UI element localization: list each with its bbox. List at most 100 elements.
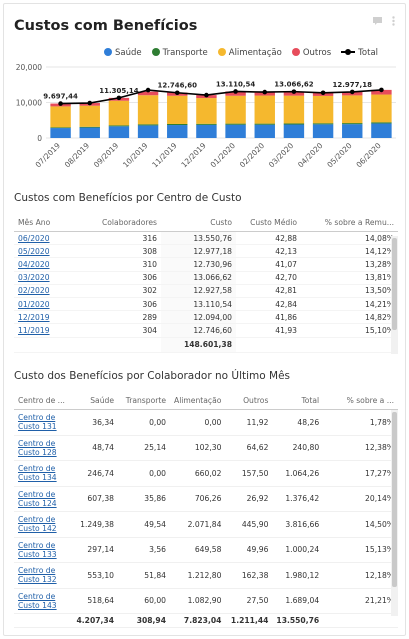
table1-scrollbar[interactable] bbox=[391, 236, 398, 354]
data-label: 13.110,54 bbox=[216, 80, 256, 88]
cell: 42,70 bbox=[236, 271, 301, 285]
col-header[interactable]: % sobre a ... bbox=[323, 392, 398, 410]
table-total-row: 4.207,34 308,94 7.823,04 1.211,44 13.550,76 bbox=[14, 613, 398, 628]
table-row: Centro de Custo 128 48,74 25,14 102,30 64,62… bbox=[14, 435, 398, 461]
month-link[interactable]: 05/2020 bbox=[18, 246, 50, 256]
cell: 306 bbox=[76, 297, 161, 312]
cell: 518,64 bbox=[70, 588, 118, 614]
col-header[interactable]: Total bbox=[272, 392, 324, 410]
col-header[interactable]: Custo Médio bbox=[236, 214, 301, 232]
chart-legend: Saúde Transporte Alimentação Outros Tota… bbox=[104, 48, 378, 58]
cell: 12,38% bbox=[323, 435, 398, 461]
more-options-icon[interactable] bbox=[392, 16, 395, 29]
cell: 42,88 bbox=[236, 231, 301, 246]
cell: 51,84 bbox=[118, 562, 170, 589]
cell: 0,00 bbox=[170, 409, 226, 436]
x-tick-label: 08/2019 bbox=[63, 141, 92, 170]
col-header[interactable]: Colaboradores bbox=[76, 214, 161, 232]
legend-label: Saúde bbox=[115, 48, 142, 58]
month-link[interactable]: 01/2020 bbox=[18, 299, 50, 309]
cell: 15,13% bbox=[323, 537, 398, 563]
table2-scrollbar[interactable] bbox=[391, 410, 398, 616]
cell: 3,56 bbox=[118, 537, 170, 563]
cell: 13,28% bbox=[301, 257, 398, 272]
cell: 17,27% bbox=[323, 460, 398, 487]
cost-center-link[interactable]: Centro de Custo 142 bbox=[18, 515, 57, 534]
legend-item-total[interactable]: Total bbox=[341, 48, 378, 58]
total-point bbox=[291, 89, 297, 94]
legend-item-transporte[interactable]: Transporte bbox=[151, 48, 208, 58]
bar-segment bbox=[108, 125, 130, 127]
bar-segment bbox=[196, 124, 217, 138]
legend-item-outros[interactable]: Outros bbox=[291, 48, 331, 58]
bar-segment bbox=[254, 124, 275, 138]
cost-center-link[interactable]: Centro de Custo 133 bbox=[18, 540, 57, 559]
month-link[interactable]: 06/2020 bbox=[18, 233, 50, 243]
month-link[interactable]: 03/2020 bbox=[18, 273, 50, 283]
cell: 1.000,24 bbox=[272, 537, 324, 563]
comment-icon[interactable] bbox=[372, 16, 387, 29]
table-row: 05/2020 308 12.977,18 42,13 14,12% bbox=[14, 244, 398, 259]
cell: 308 bbox=[76, 244, 161, 259]
cell: 14,82% bbox=[301, 310, 398, 325]
cell: 0,00 bbox=[118, 409, 170, 436]
bar-segment bbox=[283, 95, 305, 124]
col-header[interactable]: Custo bbox=[161, 214, 236, 232]
total-point bbox=[87, 100, 93, 106]
month-link[interactable]: 04/2020 bbox=[18, 259, 50, 269]
cost-center-link[interactable]: Centro de Custo 124 bbox=[18, 489, 57, 508]
total-cost: 148.601,38 bbox=[161, 336, 236, 353]
cell: 41,93 bbox=[236, 323, 301, 338]
bar-segment bbox=[371, 123, 392, 138]
cell: 157,50 bbox=[225, 460, 273, 487]
bar-segment bbox=[283, 124, 305, 138]
legend-dot bbox=[291, 48, 300, 56]
total-point bbox=[262, 89, 268, 95]
cell: 13,50% bbox=[301, 284, 398, 298]
bar-segment bbox=[312, 124, 334, 138]
bar-segment bbox=[137, 91, 159, 96]
cell: 1.376,42 bbox=[272, 486, 324, 512]
cell: 1.980,12 bbox=[272, 562, 324, 589]
cell: 41,86 bbox=[236, 310, 301, 325]
cell: 48,26 bbox=[272, 409, 324, 436]
total-point bbox=[145, 87, 151, 93]
total-line bbox=[60, 89, 382, 105]
bar-segment bbox=[371, 122, 392, 124]
col-header[interactable]: Transporte bbox=[118, 392, 170, 410]
bar-segment bbox=[371, 89, 392, 95]
cell: 13.066,62 bbox=[161, 271, 236, 285]
col-header[interactable]: Mês Ano bbox=[14, 214, 76, 232]
total-total: 13.550,76 bbox=[272, 613, 324, 628]
total-point bbox=[204, 92, 209, 98]
scrollbar-thumb[interactable] bbox=[392, 238, 397, 330]
col-header[interactable]: % sobre a Remu... bbox=[301, 214, 398, 232]
month-link[interactable]: 12/2019 bbox=[18, 312, 50, 322]
legend-item-alimentacao[interactable]: Alimentação bbox=[217, 48, 282, 58]
cost-center-link[interactable]: Centro de Custo 131 bbox=[18, 413, 57, 432]
col-header[interactable]: Centro de ... bbox=[14, 392, 70, 410]
col-header[interactable]: Saúde bbox=[70, 392, 118, 410]
cost-center-link[interactable]: Centro de Custo 134 bbox=[18, 464, 57, 483]
month-link[interactable]: 02/2020 bbox=[18, 286, 50, 296]
month-link[interactable]: 11/2019 bbox=[18, 325, 50, 335]
bar-segment bbox=[137, 124, 159, 126]
cost-center-link[interactable]: Centro de Custo 143 bbox=[18, 591, 57, 610]
bar-segment bbox=[312, 95, 334, 124]
cell: 12.730,96 bbox=[161, 257, 236, 272]
legend-item-saude[interactable]: Saúde bbox=[104, 48, 142, 58]
scrollbar-thumb[interactable] bbox=[392, 412, 397, 587]
bar-segment bbox=[371, 94, 392, 123]
cell: 1.249,38 bbox=[70, 511, 118, 538]
cost-center-link[interactable]: Centro de Custo 132 bbox=[18, 566, 57, 585]
bar-segment bbox=[108, 100, 130, 126]
cell bbox=[301, 336, 398, 353]
x-tick-label: 12/2019 bbox=[179, 141, 208, 170]
legend-dot bbox=[217, 48, 226, 56]
col-header[interactable]: Outros bbox=[225, 392, 273, 410]
cell: 553,10 bbox=[70, 562, 118, 589]
col-header[interactable]: Alimentação bbox=[170, 392, 226, 410]
cost-center-link[interactable]: Centro de Custo 128 bbox=[18, 438, 57, 457]
total-point bbox=[233, 89, 238, 94]
total-point bbox=[116, 95, 122, 101]
